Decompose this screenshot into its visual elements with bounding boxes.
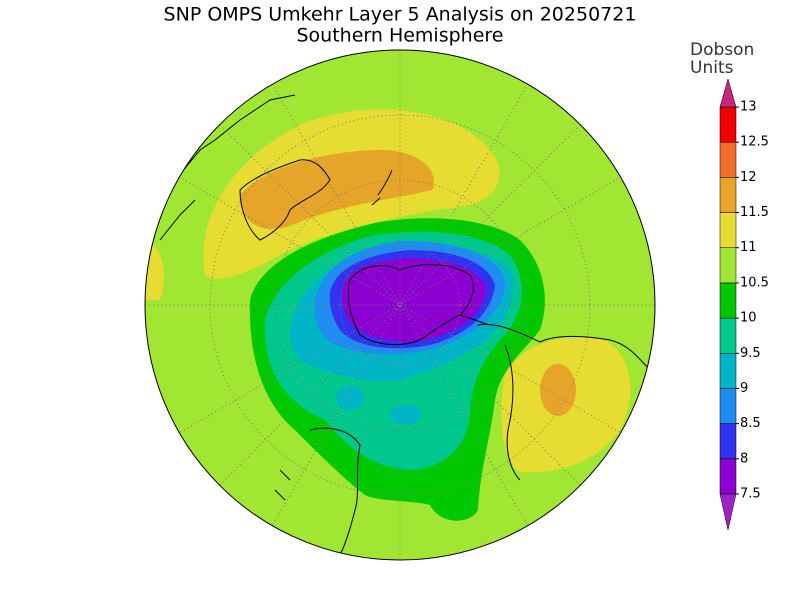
- colorbar-segment: [719, 247, 737, 284]
- colorbar-label: 11: [740, 240, 757, 255]
- colorbar-label: 10.5: [740, 275, 769, 290]
- title: SNP OMPS Umkehr Layer 5 Analysis on 2025…: [164, 4, 637, 26]
- colorbar-segment: [719, 317, 737, 354]
- contour: [341, 258, 487, 342]
- colorbar-label: 9.5: [740, 346, 761, 361]
- colorbar-label: 11.5: [740, 205, 769, 220]
- colorbar-label: 10: [740, 311, 757, 326]
- colorbar-segment: [719, 141, 737, 178]
- colorbar-label: 13: [740, 100, 757, 115]
- colorbar-title: Units: [690, 58, 734, 78]
- colorbar-label: 7.5: [740, 487, 761, 502]
- subtitle: Southern Hemisphere: [296, 25, 503, 47]
- colorbar-segment: [719, 458, 737, 495]
- colorbar-label: 9: [740, 381, 748, 396]
- colorbar-label: 12.5: [740, 135, 769, 150]
- contour: [336, 386, 364, 410]
- colorbar-segment: [719, 212, 737, 248]
- graticule: [145, 50, 655, 560]
- map-border: [144, 49, 656, 561]
- colorbar-segment: [719, 282, 737, 319]
- colorbar-label: 8: [740, 451, 748, 466]
- contour: [389, 405, 421, 425]
- contour: [540, 364, 576, 416]
- colorbar-label: 12: [740, 170, 757, 185]
- colorbar: Dobson Units 7.5 8 8.5 9 9.5 10 10.5 11 11.5 12 12…: [690, 40, 769, 531]
- contour: [240, 150, 435, 229]
- colorbar-title: Dobson: [690, 40, 754, 60]
- colorbar-label: 8.5: [740, 416, 761, 431]
- colorbar-under: [719, 493, 737, 531]
- coastlines: [159, 94, 651, 556]
- colorbar-segment: [719, 177, 737, 213]
- colorbar-segment: [719, 423, 737, 460]
- colorbar-over: [719, 78, 737, 108]
- colorbar-segment: [719, 353, 737, 389]
- colorbar-segment: [719, 106, 737, 143]
- colorbar-segment: [719, 388, 737, 424]
- map: [145, 50, 655, 560]
